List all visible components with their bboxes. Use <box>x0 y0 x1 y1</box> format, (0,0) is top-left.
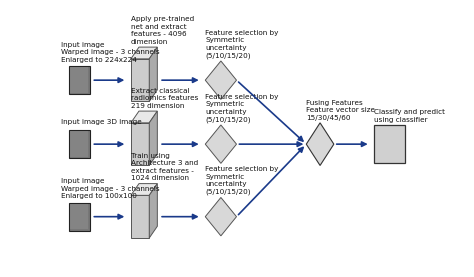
Text: Input image
Warped image - 3 channels
Enlarged to 224x224: Input image Warped image - 3 channels En… <box>61 42 160 63</box>
Polygon shape <box>149 184 157 238</box>
Text: Extract classical
radiomics features
219 dimension: Extract classical radiomics features 219… <box>131 88 198 109</box>
FancyBboxPatch shape <box>71 67 89 93</box>
Text: Feature selection by
Symmetric
uncertainty
(5/10/15/20): Feature selection by Symmetric uncertain… <box>205 166 279 195</box>
FancyBboxPatch shape <box>71 204 89 229</box>
Text: Input image
Warped image - 3 channels
Enlarged to 100x100: Input image Warped image - 3 channels En… <box>61 178 160 199</box>
FancyBboxPatch shape <box>69 66 90 94</box>
FancyBboxPatch shape <box>69 130 90 158</box>
Polygon shape <box>131 195 149 238</box>
Text: Classify and predict
using classifier: Classify and predict using classifier <box>374 109 445 123</box>
Polygon shape <box>306 123 334 165</box>
Polygon shape <box>131 123 149 165</box>
Polygon shape <box>131 111 157 123</box>
FancyBboxPatch shape <box>71 131 89 157</box>
Polygon shape <box>205 61 237 99</box>
Polygon shape <box>131 184 157 195</box>
Text: Feature selection by
Symmetric
uncertainty
(5/10/15/20): Feature selection by Symmetric uncertain… <box>205 30 279 59</box>
Text: Input image 3D image: Input image 3D image <box>61 119 142 125</box>
Polygon shape <box>131 59 149 101</box>
Polygon shape <box>149 47 157 101</box>
FancyBboxPatch shape <box>374 125 405 163</box>
Polygon shape <box>205 198 237 236</box>
Text: Feature selection by
Symmetric
uncertainty
(5/10/15/20): Feature selection by Symmetric uncertain… <box>205 94 279 123</box>
Text: Train using
Architecture 3 and
extract features -
1024 dimension: Train using Architecture 3 and extract f… <box>131 153 198 181</box>
Polygon shape <box>205 125 237 163</box>
Polygon shape <box>131 47 157 59</box>
FancyBboxPatch shape <box>69 203 90 230</box>
Polygon shape <box>149 111 157 165</box>
Text: Fusing Features
Feature vector size
15/30/45/60: Fusing Features Feature vector size 15/3… <box>306 100 375 121</box>
Text: Apply pre-trained
net and extract
features - 4096
dimension: Apply pre-trained net and extract featur… <box>131 16 194 45</box>
